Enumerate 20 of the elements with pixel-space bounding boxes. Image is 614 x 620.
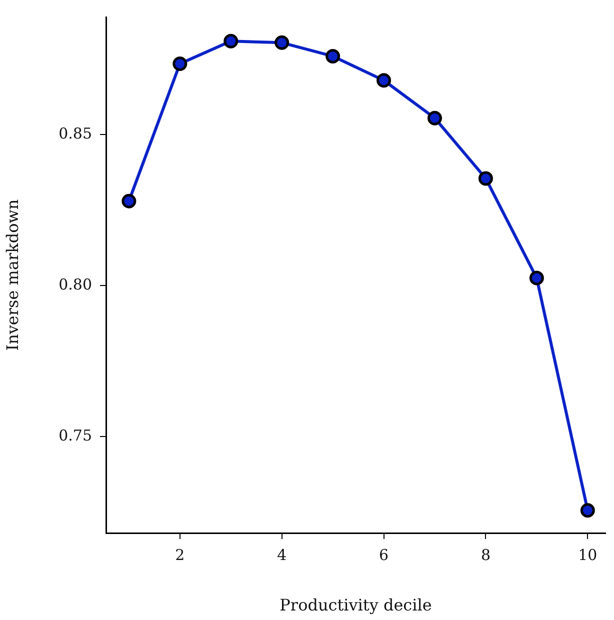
point	[428, 110, 442, 126]
y-tick-label: 0.85	[58, 124, 92, 143]
point	[580, 503, 595, 518]
point	[326, 48, 340, 64]
point	[478, 171, 493, 186]
y-tick-label: 0.80	[58, 275, 92, 294]
point	[122, 194, 136, 208]
point	[274, 35, 290, 50]
point	[529, 270, 544, 286]
x-axis-title: Productivity decile	[280, 596, 432, 615]
y-tick-label: 0.75	[58, 426, 92, 444]
point	[172, 56, 188, 72]
point	[376, 73, 392, 88]
y-axis-title: Inverse markdown	[2, 199, 22, 351]
x-tick-label: 6	[379, 546, 389, 564]
x-tick-label: 2	[175, 546, 185, 564]
point	[224, 34, 238, 48]
x-tick-label: 8	[480, 546, 490, 564]
x-tick-label: 4	[277, 546, 287, 564]
x-tick-label: 10	[578, 546, 598, 564]
